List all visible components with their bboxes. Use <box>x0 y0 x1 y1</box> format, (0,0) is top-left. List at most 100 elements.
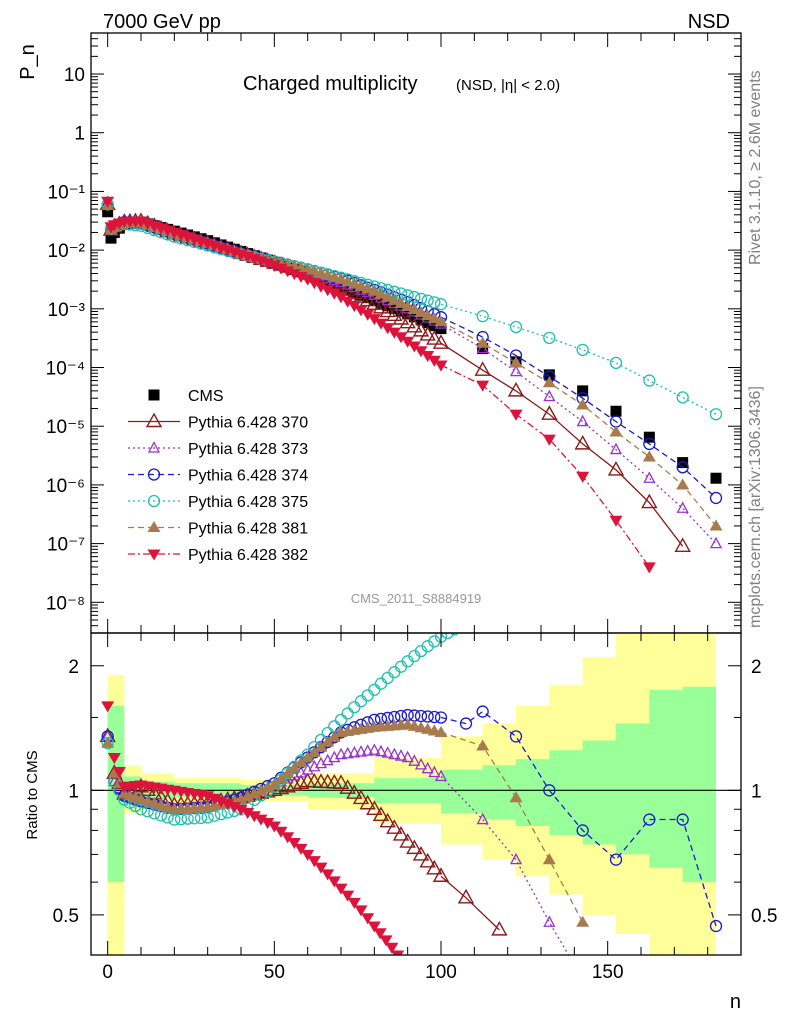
ratio-data-point <box>354 905 368 917</box>
data-point <box>643 374 656 387</box>
ratio-data-point <box>385 942 399 954</box>
data-point <box>421 309 435 321</box>
ratio-data-point <box>426 859 443 875</box>
ratio-data-point <box>321 869 335 881</box>
ratio-data-point <box>459 717 473 730</box>
data-point <box>576 398 590 410</box>
data-point <box>366 295 383 310</box>
ratio-data-point <box>361 744 374 756</box>
x-tick-label: 100 <box>425 962 457 983</box>
data-point <box>422 317 434 329</box>
data-point <box>379 302 396 318</box>
data-point <box>642 450 656 462</box>
main-y-tick-label: 10⁻⁵ <box>46 417 85 438</box>
legend-label: Pythia 6.428 381 <box>188 521 308 538</box>
ratio-data-point <box>348 745 361 758</box>
ratio-series-line <box>440 875 500 931</box>
ratio-data-point <box>168 813 181 826</box>
legend-entry: Pythia 6.428 374 <box>128 468 308 485</box>
data-point <box>412 321 430 337</box>
ratio-data-point <box>201 811 214 824</box>
ratio-data-point <box>374 677 388 690</box>
ratio-data-point <box>214 807 228 821</box>
header-beam-label: 7000 GeV pp <box>103 11 221 33</box>
data-point <box>408 311 420 323</box>
data-point <box>321 285 335 297</box>
ratio-data-point <box>194 811 208 825</box>
ratio-data-point <box>509 852 523 865</box>
ratio-data-point <box>401 750 414 763</box>
data-point <box>347 301 361 313</box>
data-point <box>381 323 395 335</box>
ratio-data-point <box>281 832 295 844</box>
data-point <box>346 284 363 300</box>
main-y-tick-label: 10⁻³ <box>48 300 86 321</box>
ratio-data-point <box>174 812 188 826</box>
ratio-y-ticks: 0.5 0.5 1 1 2 2 <box>53 657 778 927</box>
data-point <box>387 293 401 305</box>
ratio-data-point <box>542 853 556 865</box>
ratio-data-point <box>476 812 489 825</box>
data-point <box>407 341 421 353</box>
data-point <box>414 346 428 358</box>
ratio-y-tick-label: 1 <box>68 781 79 802</box>
data-point <box>352 288 370 303</box>
main-x-ticks <box>107 33 709 633</box>
legend-entry: Pythia 6.428 381 <box>128 521 308 538</box>
ratio-data-point <box>609 853 623 866</box>
ratio-data-point <box>367 921 381 933</box>
data-point <box>543 369 555 381</box>
legend-label: Pythia 6.428 375 <box>188 494 308 511</box>
ratio-data-point <box>576 915 590 927</box>
data-point <box>361 309 375 321</box>
ratio-data-point <box>327 730 341 742</box>
data-point <box>709 408 723 421</box>
data-point <box>577 385 589 397</box>
ratio-y-tick-label: 2 <box>68 657 79 678</box>
data-point <box>542 376 556 388</box>
data-point <box>401 299 415 311</box>
data-point <box>301 274 315 286</box>
legend-label: CMS <box>188 388 224 405</box>
data-point <box>401 336 415 348</box>
ratio-data-point <box>267 821 281 833</box>
ratio-data-point <box>234 793 248 805</box>
ratio-data-point <box>332 774 350 789</box>
ratio-data-point <box>307 745 321 757</box>
data-point <box>609 442 623 455</box>
ratio-data-point <box>392 826 410 841</box>
legend-label: Pythia 6.428 374 <box>188 468 308 485</box>
ratio-data-point <box>321 735 335 747</box>
ratio-data-point <box>432 867 450 882</box>
legend-marker <box>148 389 160 401</box>
data-point <box>610 405 622 417</box>
ratio-data-point <box>361 913 375 925</box>
ratio-data-point <box>111 774 128 789</box>
ratio-data-point <box>267 778 281 790</box>
data-point <box>341 296 355 308</box>
ratio-data-point <box>234 804 248 816</box>
data-point <box>643 437 656 451</box>
data-point <box>314 281 328 293</box>
main-y-tick-label: 10⁻⁷ <box>47 535 85 556</box>
ratio-data-point <box>388 666 401 679</box>
ratio-data-point <box>428 710 441 724</box>
ratio-y-tick-label-right: 2 <box>751 657 762 678</box>
data-point <box>476 380 490 392</box>
data-point <box>354 305 368 317</box>
data-point <box>102 206 114 218</box>
data-point <box>105 232 117 244</box>
data-point <box>382 300 394 312</box>
data-point <box>677 457 689 469</box>
ratio-data-point <box>379 935 393 947</box>
data-point <box>543 389 556 402</box>
ratio-data-point <box>107 753 121 765</box>
legend-marker <box>147 441 161 453</box>
inner-uncertainty-band <box>107 686 716 883</box>
data-point <box>428 296 441 309</box>
series-line <box>440 303 717 415</box>
ratio-data-point <box>372 806 390 822</box>
ratio-data-point <box>643 813 656 826</box>
ratio-data-point <box>281 767 295 779</box>
ratio-data-point <box>354 695 368 708</box>
